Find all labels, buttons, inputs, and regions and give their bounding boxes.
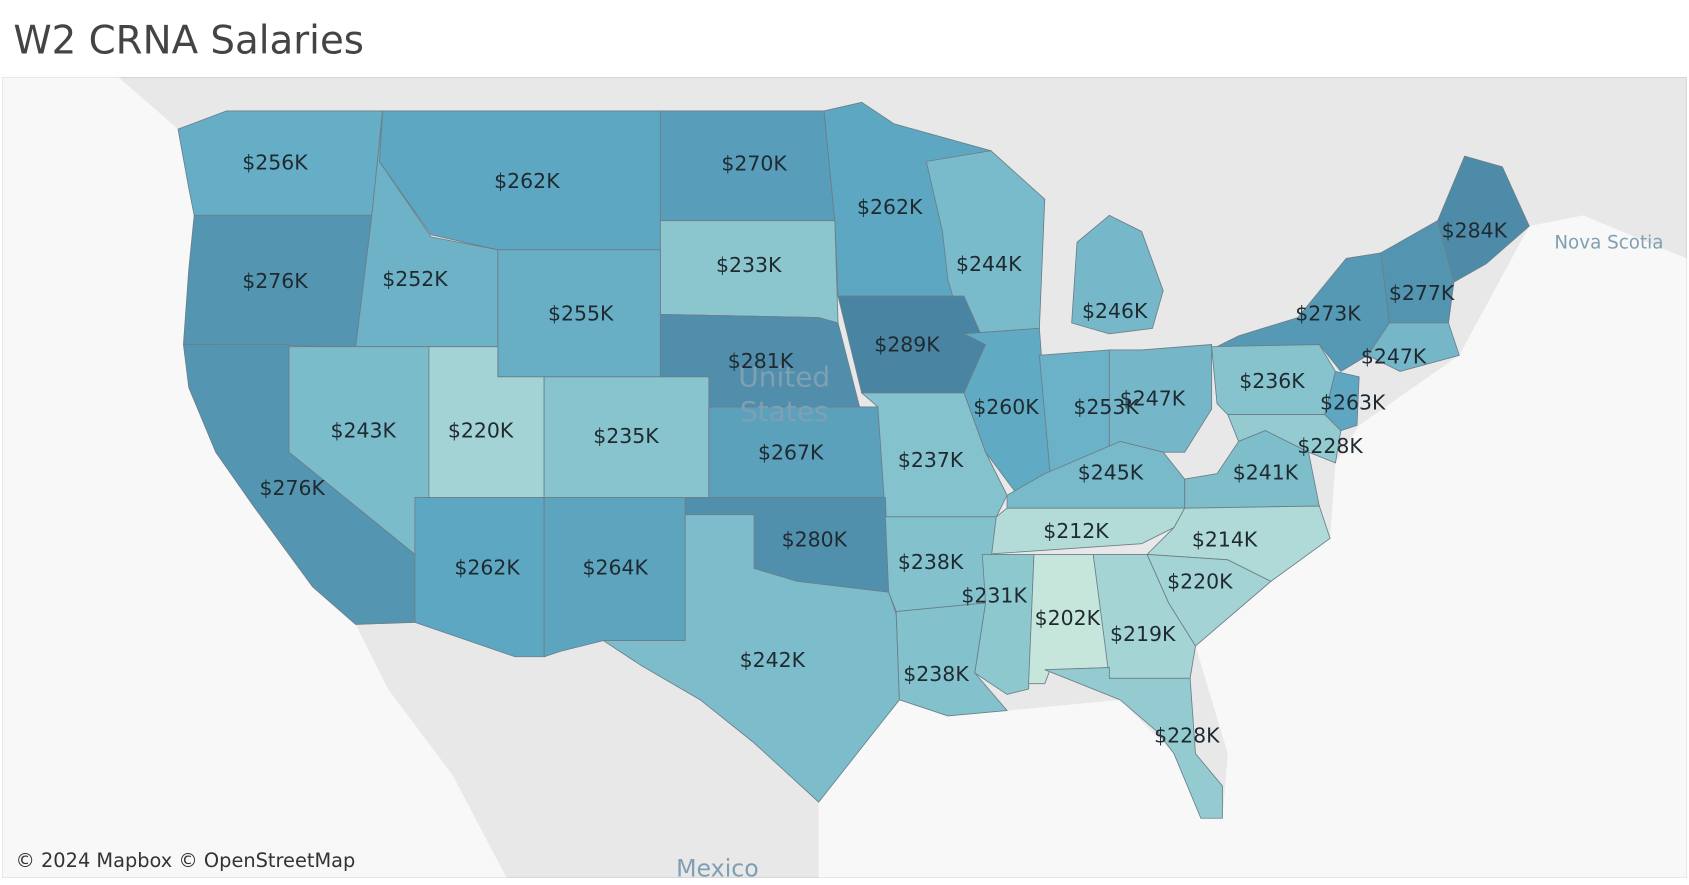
value-label: $212K <box>1043 519 1109 543</box>
basemap-label: Mexico <box>676 854 759 882</box>
value-label: $255K <box>548 301 614 325</box>
state-region <box>1071 214 1164 335</box>
basemap-label: United States <box>738 361 831 429</box>
value-label: $247K <box>1361 344 1427 368</box>
value-label: $238K <box>898 550 964 574</box>
ocean <box>2 77 507 878</box>
value-label: $262K <box>857 195 923 219</box>
state-region <box>962 327 1051 496</box>
value-label: $260K <box>973 395 1039 419</box>
attribution: © 2024 Mapbox © OpenStreetMap <box>15 849 355 872</box>
value-label: $231K <box>961 583 1027 607</box>
state-region <box>182 344 416 625</box>
state-region <box>1324 370 1360 432</box>
value-label: $276K <box>259 476 325 500</box>
state-region <box>1367 322 1460 372</box>
basemap-label-text: United States <box>738 361 831 429</box>
value-label: $253K <box>1073 395 1139 419</box>
value-label: $241K <box>1233 461 1299 485</box>
value-label: $263K <box>1320 391 1386 415</box>
value-label: $244K <box>956 252 1022 276</box>
value-label: $214K <box>1192 527 1258 551</box>
states-layer: United States Mexico Nova Scotia <box>177 101 1663 882</box>
value-label: $246K <box>1082 299 1148 323</box>
state-region <box>974 554 1035 695</box>
value-label: $228K <box>1154 723 1220 747</box>
value-label: $236K <box>1239 369 1305 393</box>
value-label: $233K <box>716 253 782 277</box>
value-label: $228K <box>1297 434 1363 458</box>
state-region <box>895 602 1008 717</box>
value-label: $237K <box>898 448 964 472</box>
value-label: $262K <box>494 169 560 193</box>
value-label: $243K <box>331 419 397 443</box>
value-label: $202K <box>1035 606 1101 630</box>
value-label: $276K <box>242 269 308 293</box>
value-label: $256K <box>242 151 308 175</box>
value-label: $245K <box>1078 461 1144 485</box>
basemap-label: Nova Scotia <box>1554 232 1663 253</box>
value-label: $247K <box>1120 386 1186 410</box>
state-region <box>601 514 900 803</box>
value-label: $281K <box>728 349 794 373</box>
value-label: $238K <box>903 662 969 686</box>
value-label: $277K <box>1389 281 1455 305</box>
value-label: $280K <box>782 527 848 551</box>
labels-layer: $256K $262K $270K $262K $244K $284K $276K $252K… <box>242 151 1507 748</box>
value-label: $284K <box>1442 218 1508 242</box>
value-label: $273K <box>1295 301 1361 325</box>
value-label: $219K <box>1110 622 1176 646</box>
value-label: $220K <box>1167 569 1233 593</box>
value-label: $289K <box>874 333 940 357</box>
value-label: $220K <box>448 419 514 443</box>
value-label: $264K <box>582 555 648 579</box>
value-label: $270K <box>721 152 787 176</box>
value-label: $235K <box>593 424 659 448</box>
value-label: $267K <box>758 440 824 464</box>
state-region <box>1044 667 1223 819</box>
title: W2 CRNA Salaries <box>13 19 364 64</box>
value-label: $262K <box>454 555 520 579</box>
value-label: $252K <box>382 267 448 291</box>
state-region <box>414 496 545 658</box>
ocean <box>818 215 1687 878</box>
state-region <box>860 392 1008 518</box>
value-label: $242K <box>740 648 806 672</box>
